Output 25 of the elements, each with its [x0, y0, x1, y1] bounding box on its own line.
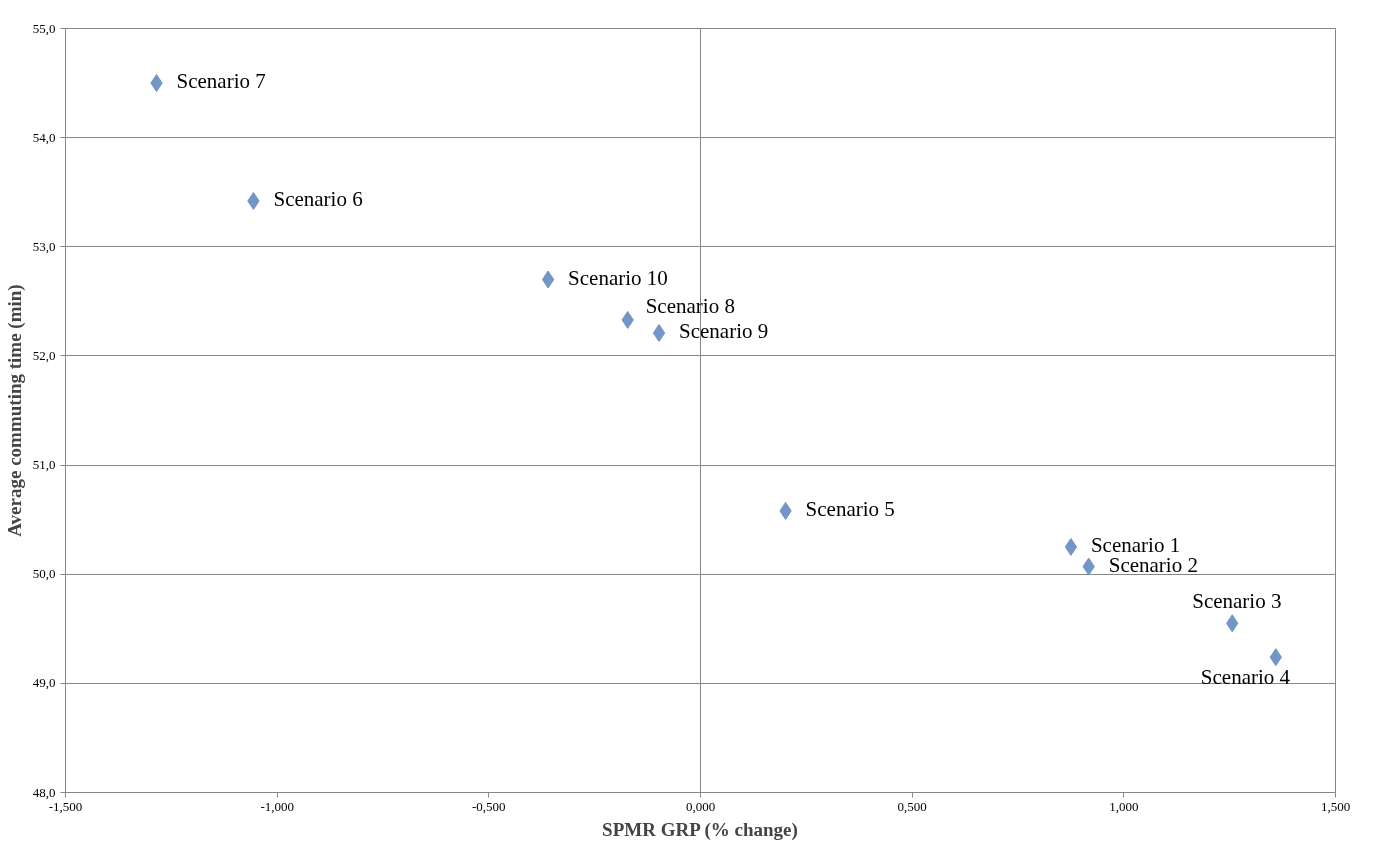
y-tick-label: 54,0	[32, 129, 56, 145]
annotation: Scenario 7	[176, 69, 266, 94]
y-tick-label: 51,0	[32, 457, 56, 473]
annotation: Scenario 5	[805, 496, 895, 521]
x-tick-label: 1,500	[1320, 798, 1351, 814]
x-tick-label: 0,000	[685, 798, 716, 814]
annotation: Scenario 8	[645, 293, 735, 318]
annotation: Scenario 3	[1192, 589, 1282, 614]
y-tick-label: 52,0	[32, 347, 56, 363]
y-axis-title: Average commuting time (min)	[3, 284, 26, 537]
y-tick-label: 53,0	[32, 238, 56, 254]
annotation: Scenario 10	[568, 265, 668, 290]
annotation: Scenario 9	[679, 319, 769, 344]
y-tick-label: 55,0	[32, 20, 56, 36]
x-tick-label: -1,000	[260, 798, 294, 814]
y-tick-label: 50,0	[32, 566, 56, 582]
annotation: Scenario 6	[273, 186, 363, 211]
x-tick-label: 1,000	[1109, 798, 1139, 814]
y-tick-label: 49,0	[32, 675, 56, 691]
x-tick-label: -1,500	[48, 798, 83, 814]
x-tick-label: -0,500	[472, 798, 506, 814]
x-axis-title: SPMR GRP (% change)	[602, 818, 798, 841]
annotation: Scenario 4	[1200, 665, 1291, 690]
y-tick-label: 48,0	[32, 784, 56, 800]
x-tick-label: 0,500	[897, 798, 927, 814]
